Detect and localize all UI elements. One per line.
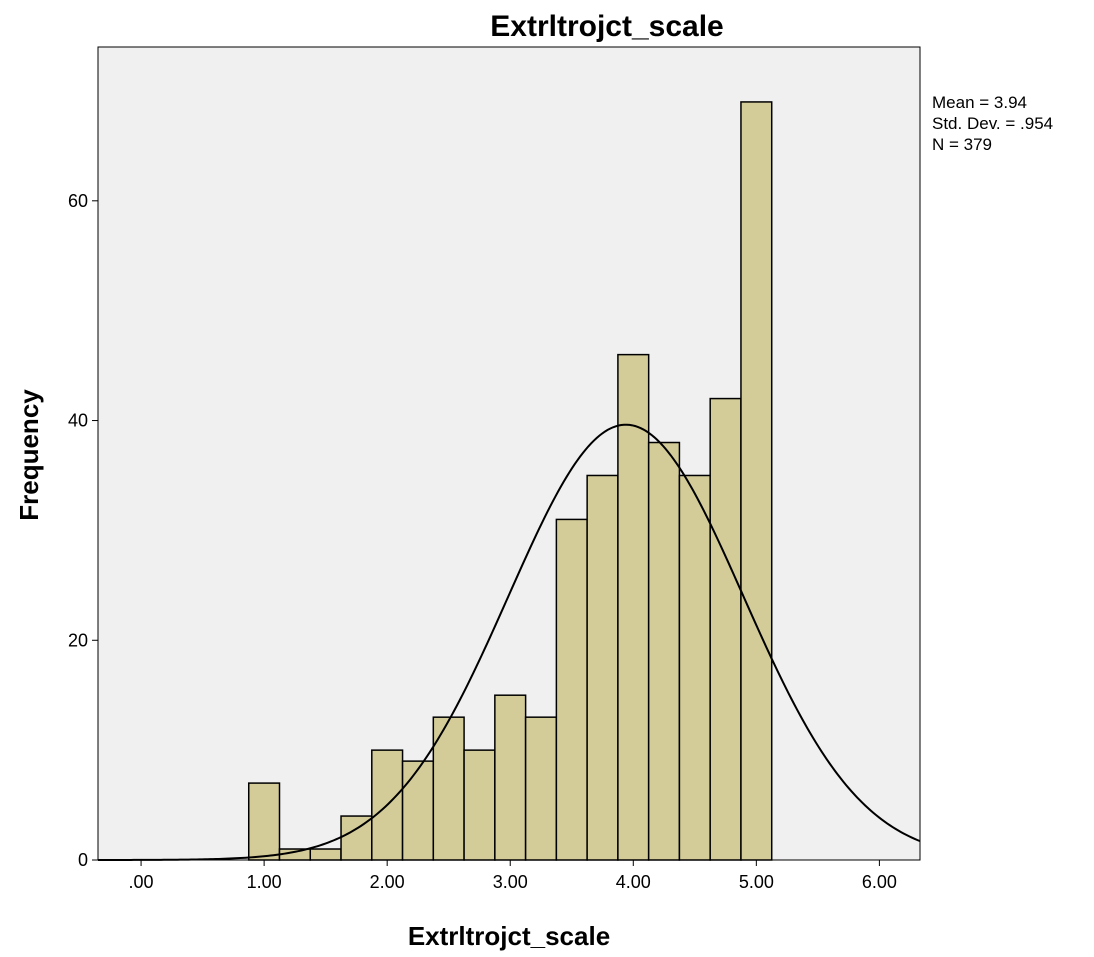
histogram-bar (432, 716, 465, 861)
normal-curve (98, 423, 921, 861)
stat-mean: Mean = 3.94 (932, 93, 1027, 112)
histogram-bar (463, 749, 496, 861)
y-tick-label: 40 (68, 411, 88, 431)
histogram-bar (740, 101, 773, 861)
plot-border (97, 46, 921, 861)
stat-std-dev: Std. Dev. = .954 (932, 114, 1053, 133)
histogram-bar (586, 474, 619, 861)
histogram-bar (678, 474, 711, 861)
x-axis: .00 1.00 2.00 3.00 4.00 5.00 6.00 (129, 860, 897, 892)
y-tick-label: 0 (78, 850, 88, 870)
y-axis-title: Frequency (14, 389, 44, 521)
x-axis-title: Extrltrojct_scale (408, 921, 610, 951)
stat-n: N = 379 (932, 135, 992, 154)
histogram-bar (617, 353, 650, 861)
histogram-bar (524, 716, 558, 861)
histogram-bar (709, 397, 742, 861)
x-tick-label: 1.00 (247, 872, 282, 892)
histogram-bar (555, 518, 588, 861)
x-tick-label: 2.00 (370, 872, 405, 892)
x-tick-label: .00 (129, 872, 154, 892)
histogram-bar (494, 694, 527, 861)
x-tick-label: 4.00 (616, 872, 651, 892)
y-axis: 0 20 40 60 (68, 191, 98, 870)
x-tick-label: 5.00 (739, 872, 774, 892)
stats-box: Mean = 3.94 Std. Dev. = .954 N = 379 (932, 93, 1053, 154)
y-tick-label: 60 (68, 191, 88, 211)
x-tick-label: 3.00 (493, 872, 528, 892)
bars-group (247, 101, 773, 861)
histogram-bar (309, 848, 342, 861)
x-tick-label: 6.00 (862, 872, 897, 892)
histogram-bar (401, 760, 435, 861)
histogram-bar (647, 441, 681, 861)
histogram-bar (247, 782, 281, 861)
chart-title: Extrltrojct_scale (490, 10, 723, 43)
y-tick-label: 20 (68, 630, 88, 650)
